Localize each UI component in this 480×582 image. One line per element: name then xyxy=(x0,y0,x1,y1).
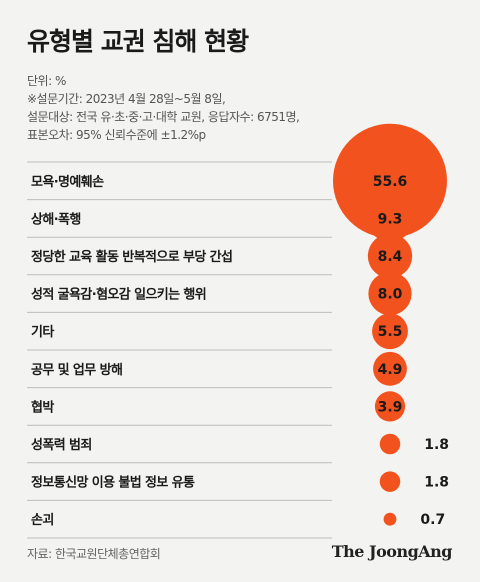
bubble-9 xyxy=(379,471,401,492)
value-label-4: 8.0 xyxy=(378,287,403,303)
category-label-8: 성폭력 범죄 xyxy=(31,437,92,453)
category-label-3: 정당한 교육 활동 반복적으로 부당 간섭 xyxy=(31,249,232,265)
value-label-10: 0.7 xyxy=(420,512,445,528)
category-label-7: 협박 xyxy=(31,399,54,415)
chart-notes: 단위: % ※설문기간: 2023년 4월 28일~5월 8일, 설문대상: 전… xyxy=(27,72,300,144)
value-label-1: 55.6 xyxy=(373,174,408,190)
value-label-5: 5.5 xyxy=(378,324,403,340)
value-label-7: 3.9 xyxy=(378,399,403,415)
category-label-2: 상해·폭행 xyxy=(31,211,81,227)
bubble-5 xyxy=(372,313,408,350)
chart-title: 유형별 교권 침해 현황 xyxy=(27,27,249,56)
source-note: 자료: 한국교원단체총연합회 xyxy=(27,547,161,561)
category-label-10: 손괴 xyxy=(31,513,54,528)
bubble-4 xyxy=(368,271,412,316)
category-label-5: 기타 xyxy=(31,324,54,340)
bubble-2 xyxy=(366,195,414,242)
sampling-error-note: 표본오차: 95% 신뢰수준에 ±1.2%p xyxy=(27,128,206,142)
unit-note: 단위: % xyxy=(27,74,66,88)
value-label-8: 1.8 xyxy=(424,437,449,453)
category-label-4: 성적 굴욕감·혐오감 일으키는 행위 xyxy=(31,287,206,303)
survey-target-note: 설문대상: 전국 유·초·중·고·대학 교원, 응답자수: 6751명, xyxy=(27,110,300,124)
bubble-1 xyxy=(333,123,447,238)
bubble-6 xyxy=(373,351,407,386)
value-label-9: 1.8 xyxy=(424,475,449,491)
value-label-2: 9.3 xyxy=(378,211,403,227)
survey-period-note: ※설문기간: 2023년 4월 28일~5월 8일, xyxy=(27,92,226,106)
category-label-1: 모욕·명예훼손 xyxy=(31,174,104,190)
bubble-7 xyxy=(374,391,406,422)
bubble-3 xyxy=(367,233,413,279)
category-label-9: 정보통신망 이용 불법 정보 유통 xyxy=(31,475,195,491)
category-label-6: 공무 및 업무 방해 xyxy=(31,362,122,378)
brand-logo: The JoongAng xyxy=(331,542,453,561)
value-label-6: 4.9 xyxy=(378,362,403,378)
bubble-10 xyxy=(383,512,397,526)
value-label-3: 8.4 xyxy=(378,249,403,265)
bubble-8 xyxy=(379,433,401,455)
